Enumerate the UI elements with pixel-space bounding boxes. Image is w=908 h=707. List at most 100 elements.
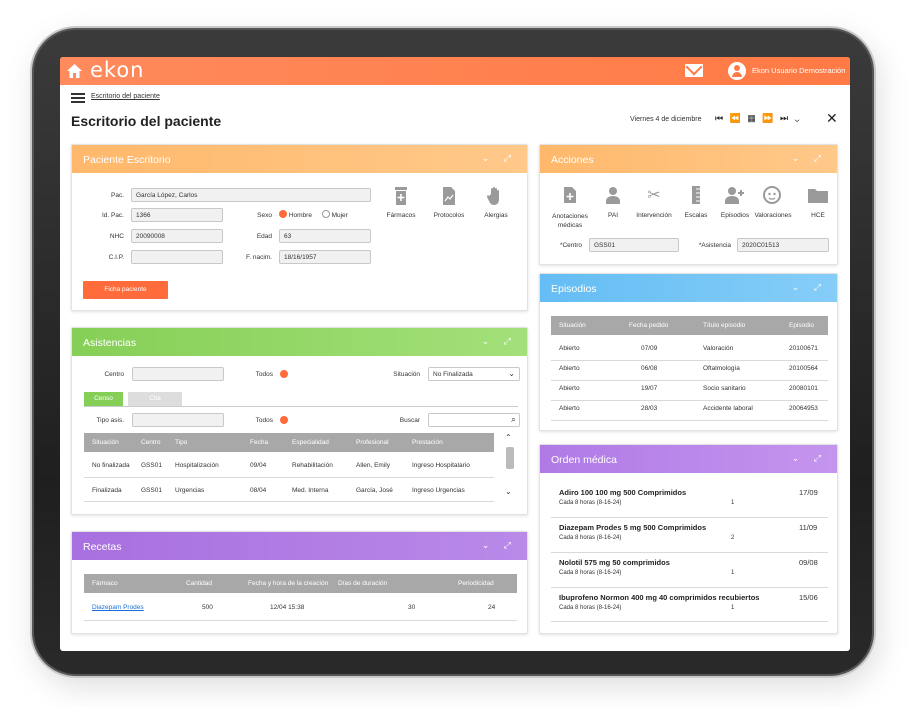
mail-icon[interactable] xyxy=(685,64,703,77)
centro-field[interactable] xyxy=(132,367,224,381)
recetas-card-title: Recetas xyxy=(83,541,122,553)
recetas-table-header: Fármaco Cantidad Fecha y hora de la crea… xyxy=(84,574,517,593)
table-row[interactable]: Diazepam Prodes 500 12/04 15:38 30 24 xyxy=(84,599,517,619)
table-cell: Tipo xyxy=(175,439,188,446)
ficha-paciente-button[interactable]: Ficha paciente xyxy=(83,281,168,299)
tab-cita[interactable]: Cita xyxy=(128,392,182,406)
table-cell: 15/06 xyxy=(799,593,818,602)
table-cell: Ibuprofeno Normon 400 mg 40 comprimidos … xyxy=(559,593,760,602)
search-input[interactable]: ⌕ xyxy=(428,413,520,427)
accion-intervencion[interactable]: Intervención xyxy=(636,212,672,219)
face-icon[interactable] xyxy=(763,186,781,204)
protocolos-icon[interactable] xyxy=(442,186,456,206)
todos-radio[interactable] xyxy=(280,370,288,378)
farmacos-label[interactable]: Fármacos xyxy=(386,212,416,219)
scrollbar-thumb[interactable] xyxy=(506,447,514,469)
table-cell: 1 xyxy=(731,500,735,506)
situacion-label: Situación xyxy=(393,371,420,378)
mujer-radio[interactable] xyxy=(321,210,330,218)
acc-asistencia-field[interactable]: 2020C01513 xyxy=(737,238,829,252)
farmaco-link[interactable]: Diazepam Prodes xyxy=(92,604,144,611)
notes-icon[interactable] xyxy=(563,186,577,204)
scissors-icon[interactable]: ✂ xyxy=(647,187,661,204)
accion-episodios[interactable]: Episodios xyxy=(720,212,750,219)
accion-hce[interactable]: HCE xyxy=(811,212,825,219)
collapse-expand-icon[interactable]: ⌄ ⤢ xyxy=(791,282,827,292)
menu-icon[interactable] xyxy=(71,93,85,103)
close-icon[interactable]: ✕ xyxy=(826,110,838,126)
sex-radio-group: Hombre Mujer xyxy=(279,210,348,219)
accion-anotaciones[interactable]: Anotaciones médicas xyxy=(552,213,588,229)
table-cell: 20064953 xyxy=(789,405,818,412)
breadcrumb[interactable]: Escritorio del paciente xyxy=(91,93,160,100)
table-cell: García, José xyxy=(356,487,393,494)
home-icon[interactable] xyxy=(66,63,83,79)
divider xyxy=(551,380,828,381)
fnac-field[interactable]: 18/16/1957 xyxy=(279,250,371,264)
list-item[interactable]: Diazepam Prodes 5 mg 500 Comprimidos Cad… xyxy=(551,521,828,553)
collapse-expand-icon[interactable]: ⌄ ⤢ xyxy=(481,540,517,550)
cip-field[interactable] xyxy=(131,250,223,264)
todos-radio-2[interactable] xyxy=(280,416,288,424)
table-row[interactable]: No finalizada GSS01 Hospitalización 09/0… xyxy=(84,458,494,478)
table-row[interactable]: Finalizada GSS01 Urgencias 08/04 Med. In… xyxy=(84,483,494,503)
list-item[interactable]: Abierto 06/08 Oftalmología 20100564 xyxy=(551,360,828,380)
nhc-field[interactable]: 20090008 xyxy=(131,229,223,243)
tab-censo[interactable]: Censo xyxy=(84,392,123,406)
list-item[interactable]: Abierto 19/07 Socio sanitario 20080101 xyxy=(551,380,828,400)
table-cell: 24 xyxy=(488,604,496,611)
add-user-icon[interactable] xyxy=(725,186,745,204)
situacion-select[interactable]: No Finalizada ⌄ xyxy=(428,367,520,381)
top-bar: ekon Ekon Usuario Demostración xyxy=(60,57,850,85)
acc-centro-field[interactable]: GSS01 xyxy=(589,238,679,252)
tipo-asis-field[interactable] xyxy=(132,413,224,427)
collapse-expand-icon[interactable]: ⌄ ⤢ xyxy=(791,153,827,163)
user-name[interactable]: Ekon Usuario Demostración xyxy=(752,66,846,75)
table-cell: Rehabilitación xyxy=(292,462,333,469)
accion-valoraciones[interactable]: Valoraciones xyxy=(754,212,792,219)
table-cell: 11/09 xyxy=(799,523,818,532)
hombre-radio[interactable] xyxy=(279,210,287,218)
chevron-down-icon[interactable]: ⌄ xyxy=(505,487,512,496)
person-icon[interactable] xyxy=(606,186,620,204)
table-cell: Valoración xyxy=(703,345,734,352)
table-cell: 09/08 xyxy=(799,558,818,567)
page-title: Escritorio del paciente xyxy=(71,113,222,129)
divider xyxy=(551,552,828,553)
search-icon[interactable]: ⌕ xyxy=(510,414,516,424)
list-item[interactable]: Abierto 07/09 Valoración 20100671 xyxy=(551,340,828,360)
folder-icon[interactable] xyxy=(808,188,828,203)
alergias-label[interactable]: Alergias xyxy=(484,212,508,219)
collapse-expand-icon[interactable]: ⌄ ⤢ xyxy=(481,153,517,163)
list-item[interactable]: Ibuprofeno Normon 400 mg 40 comprimidos … xyxy=(551,591,828,623)
acciones-card-title: Acciones xyxy=(551,154,594,166)
ekon-logo[interactable]: ekon xyxy=(90,58,145,82)
chevron-up-icon[interactable]: ⌃ xyxy=(505,433,512,442)
edad-field[interactable]: 63 xyxy=(279,229,371,243)
table-cell: 20100671 xyxy=(789,345,818,352)
table-cell: Profesional xyxy=(356,439,389,446)
patient-card: Paciente Escritorio ⌄ ⤢ Pac. García Lópe… xyxy=(71,144,528,311)
date-navigation[interactable]: ⏮ ⏪ ▦ ⏩ ⏭ ⌄ xyxy=(715,113,802,123)
list-item[interactable]: Adiro 100 100 mg 500 Comprimidos Cada 8 … xyxy=(551,486,828,518)
list-item[interactable]: Nolotil 575 mg 50 comprimidos Cada 8 hor… xyxy=(551,556,828,588)
hand-icon[interactable] xyxy=(487,186,503,206)
patient-name-field[interactable]: García López, Carlos xyxy=(131,188,371,202)
farmacos-icon[interactable] xyxy=(394,186,408,206)
nhc-label: NHC xyxy=(109,233,124,240)
collapse-expand-icon[interactable]: ⌄ ⤢ xyxy=(791,453,827,463)
user-avatar-icon[interactable] xyxy=(728,62,746,80)
ruler-icon[interactable] xyxy=(691,186,701,204)
asistencias-card-header: Asistencias ⌄ ⤢ xyxy=(72,328,527,356)
scrollbar[interactable]: ⌃ ⌄ xyxy=(503,433,517,501)
accion-escalas[interactable]: Escalas xyxy=(684,212,708,219)
table-cell: Fecha y hora de la creación xyxy=(248,580,329,587)
list-item[interactable]: Abierto 28/03 Accidente laboral 20064953 xyxy=(551,400,828,420)
collapse-expand-icon[interactable]: ⌄ ⤢ xyxy=(481,336,517,346)
table-cell: Centro xyxy=(141,439,161,446)
table-cell: 20080101 xyxy=(789,385,818,392)
table-cell: Días de duración xyxy=(338,580,388,587)
accion-pai[interactable]: PAI xyxy=(608,212,618,219)
protocolos-label[interactable]: Protocolos xyxy=(433,212,465,219)
id-field[interactable]: 1366 xyxy=(131,208,223,222)
